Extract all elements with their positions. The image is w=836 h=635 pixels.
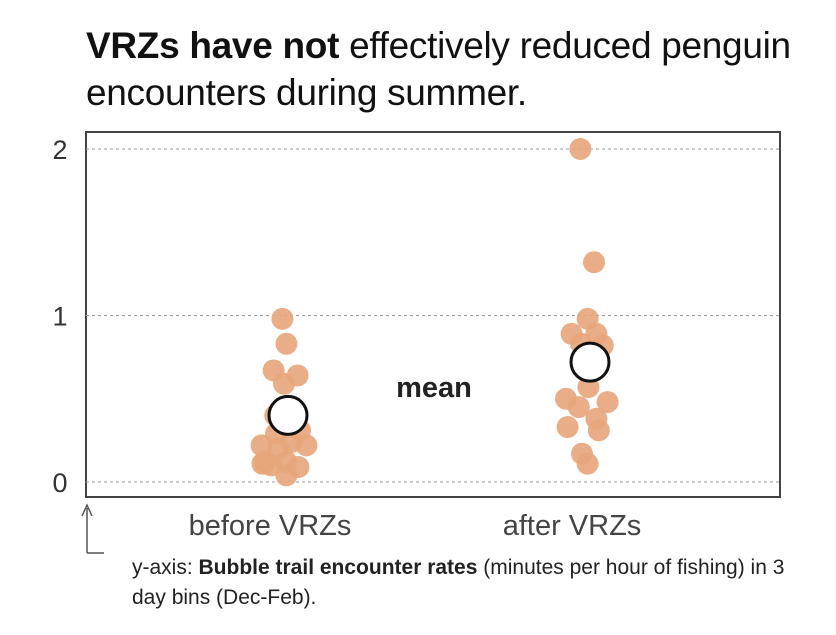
caption-rest: (minutes per hour of fishing) in 3 day b… <box>132 556 785 609</box>
data-point <box>271 307 294 330</box>
title-bold-part: VRZs have not <box>86 25 340 66</box>
y-axis-ticks: 0 1 2 <box>52 135 67 498</box>
data-point <box>596 391 619 414</box>
data-point <box>275 332 298 355</box>
mean-annotation: mean <box>396 372 472 404</box>
mean-markers <box>267 341 611 436</box>
caption-bold: Bubble trail encounter rates <box>198 556 478 579</box>
chart-title: VRZs have not effectively reduced pengui… <box>86 22 826 116</box>
data-point <box>583 251 605 274</box>
mean-marker <box>267 394 309 436</box>
data-point <box>251 452 274 475</box>
data-point <box>567 396 590 419</box>
data-point <box>569 138 592 160</box>
data-points <box>250 138 619 487</box>
data-point <box>286 364 309 387</box>
caption-prefix: y-axis: <box>132 556 199 579</box>
data-point <box>295 434 318 457</box>
caption-bracket <box>81 503 104 554</box>
data-point <box>556 416 579 439</box>
mean-marker <box>569 341 611 383</box>
y-tick-label: 2 <box>52 135 67 165</box>
y-tick-label: 1 <box>52 302 67 332</box>
data-point <box>587 419 610 442</box>
grid-lines <box>86 148 780 483</box>
y-tick-label: 0 <box>52 468 67 498</box>
data-point <box>576 452 599 475</box>
x-axis-categories: before VRZs after VRZs <box>189 510 642 542</box>
data-point <box>275 464 298 487</box>
x-category-label: after VRZs <box>503 510 642 542</box>
data-point <box>250 434 273 457</box>
x-category-label: before VRZs <box>189 510 352 542</box>
plot-frame <box>85 131 781 498</box>
title-rest: effectively reduced penguin encounters d… <box>86 25 791 113</box>
y-axis-caption: y-axis: Bubble trail encounter rates (mi… <box>132 553 822 613</box>
